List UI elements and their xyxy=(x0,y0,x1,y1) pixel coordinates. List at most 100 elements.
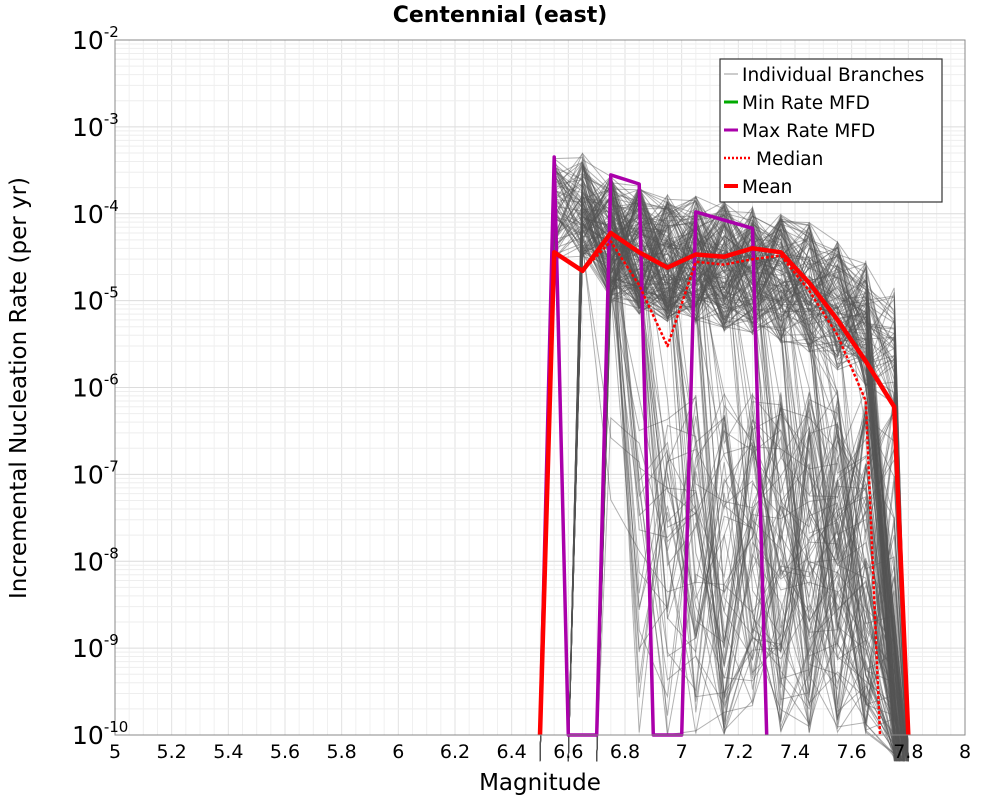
branch-line xyxy=(539,163,909,762)
branch-line xyxy=(596,177,909,762)
branch-line xyxy=(539,179,904,762)
legend-label-mean: Mean xyxy=(742,177,792,198)
branch-line xyxy=(596,209,903,762)
branch-line xyxy=(567,250,909,762)
x-tick-label: 5.2 xyxy=(157,741,187,763)
branch-line xyxy=(567,174,909,762)
branch-line xyxy=(539,197,907,762)
branch-line xyxy=(539,177,909,762)
branch-line xyxy=(539,184,909,762)
branch-line xyxy=(567,184,909,762)
branch-line xyxy=(539,198,901,762)
branch-line xyxy=(596,201,902,762)
branch-line xyxy=(539,168,909,762)
legend-label-min: Min Rate MFD xyxy=(742,93,870,114)
branch-line xyxy=(539,172,904,762)
branch-line xyxy=(567,248,909,762)
legend-label-median: Median xyxy=(756,149,823,170)
branch-line xyxy=(539,242,909,762)
branch-line xyxy=(539,215,909,762)
branch-line xyxy=(539,157,909,762)
legend-box xyxy=(719,58,943,203)
x-tick-label: 6.8 xyxy=(610,741,640,763)
branch-line xyxy=(596,220,897,762)
branch-line xyxy=(567,192,909,762)
branch-line xyxy=(539,159,909,762)
x-tick-label: 7.6 xyxy=(837,741,867,763)
branch-line xyxy=(567,224,909,762)
branch-line xyxy=(539,186,909,762)
branch-line xyxy=(567,205,909,762)
branch-line xyxy=(539,177,898,762)
branch-line xyxy=(539,225,904,762)
branch-line xyxy=(596,281,909,762)
y-tick-label: 10-10 xyxy=(72,718,128,750)
y-tick-label: 10-9 xyxy=(72,631,119,663)
x-tick-label: 6.4 xyxy=(497,741,527,763)
branch-line xyxy=(539,163,901,762)
branch-line xyxy=(596,180,901,762)
x-tick-label: 5.4 xyxy=(213,741,243,763)
branch-line xyxy=(596,234,906,762)
branch-line xyxy=(596,234,908,762)
branch-line xyxy=(539,199,909,762)
branch-line xyxy=(567,179,909,762)
y-tick-label: 10-5 xyxy=(72,284,119,316)
y-tick-label: 10-4 xyxy=(72,197,119,229)
y-tick-label: 10-8 xyxy=(72,544,119,576)
legend: Individual Branches Min Rate MFD Max Rat… xyxy=(719,58,943,203)
branch-line xyxy=(567,198,909,762)
branch-line xyxy=(596,223,909,762)
branch-line xyxy=(567,175,907,762)
branch-line xyxy=(596,187,905,762)
series-max-rate-mfd xyxy=(538,155,769,737)
branch-line xyxy=(596,211,904,762)
individual-branches xyxy=(539,151,909,762)
branch-line xyxy=(596,220,897,762)
branch-line xyxy=(596,262,899,762)
branch-line xyxy=(539,197,909,762)
y-axis-label: Incremental Nucleation Rate (per yr) xyxy=(6,177,32,599)
branch-line xyxy=(567,184,909,762)
branch-line xyxy=(596,200,909,762)
branch-line xyxy=(567,187,909,762)
x-tick-label: 5.8 xyxy=(327,741,357,763)
branch-line xyxy=(539,182,897,762)
branch-line xyxy=(596,218,904,762)
y-tick-label: 10-7 xyxy=(72,457,119,489)
branch-line xyxy=(539,158,909,762)
branch-line xyxy=(539,169,909,762)
branch-line xyxy=(539,191,900,762)
branch-line xyxy=(567,197,909,762)
branch-line xyxy=(539,152,900,762)
branch-line xyxy=(567,196,909,762)
branch-line xyxy=(596,416,905,762)
x-tick-label: 6.2 xyxy=(440,741,470,763)
branch-line xyxy=(596,188,902,762)
legend-label-branches: Individual Branches xyxy=(742,65,924,86)
branch-line xyxy=(596,230,904,762)
y-tick-label: 10-6 xyxy=(72,371,119,403)
branch-line xyxy=(539,194,896,762)
x-tick-label: 6.6 xyxy=(553,741,583,763)
branch-line xyxy=(567,218,909,762)
branch-line xyxy=(539,167,906,762)
branch-line xyxy=(596,199,896,762)
x-tick-label: 5.6 xyxy=(270,741,300,763)
series-mean xyxy=(537,230,911,736)
branch-line xyxy=(539,172,908,762)
y-tick-label: 10-3 xyxy=(72,110,119,142)
branch-line xyxy=(596,288,909,762)
branch-line xyxy=(567,213,901,762)
branch-line xyxy=(539,221,909,762)
branch-line xyxy=(539,167,898,762)
branch-line xyxy=(539,172,909,762)
branch-line xyxy=(567,182,909,762)
branch-line xyxy=(539,175,901,762)
branch-line xyxy=(596,200,901,762)
branch-line xyxy=(596,176,906,762)
series-layer xyxy=(537,155,911,737)
branch-line xyxy=(567,214,906,762)
x-tick-label: 6 xyxy=(392,741,404,763)
branch-line xyxy=(596,179,909,762)
